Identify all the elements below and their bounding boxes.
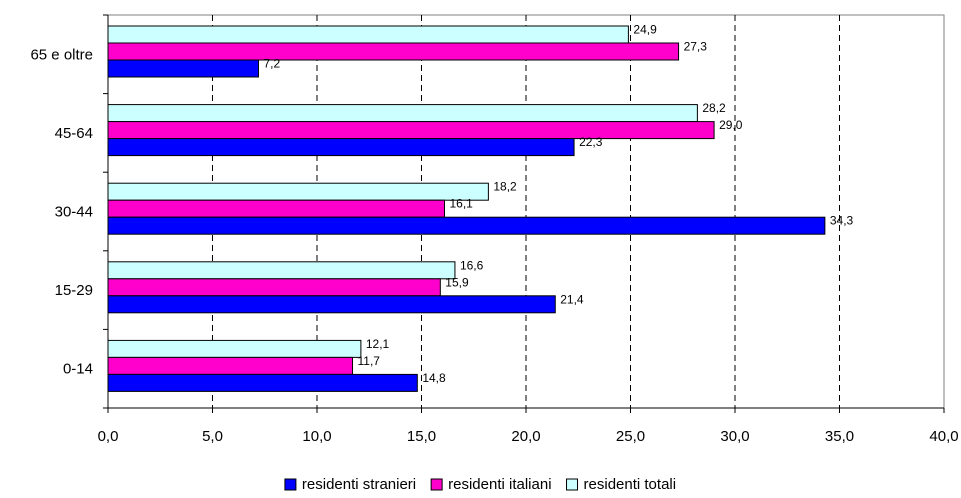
data-label: 11,7: [358, 354, 381, 368]
legend-label: residenti italiani: [448, 476, 551, 493]
x-tick-label: 0,0: [98, 428, 119, 445]
x-tick-label: 15,0: [407, 428, 436, 445]
data-label: 29,0: [719, 118, 743, 132]
bar: [107, 295, 556, 314]
bar: [107, 261, 456, 280]
data-label: 16,6: [460, 258, 484, 272]
bar: [107, 373, 418, 392]
x-tick-label: 10,0: [302, 428, 331, 445]
data-label: 15,9: [445, 275, 469, 289]
x-tick-label: 20,0: [511, 428, 540, 445]
data-label: 12,1: [366, 337, 390, 351]
bar: [107, 356, 354, 375]
legend-swatch: [430, 478, 443, 491]
data-label: 21,4: [560, 292, 584, 306]
data-label: 7,2: [263, 57, 280, 71]
data-label: 27,3: [684, 40, 708, 54]
legend: residenti stranieri residenti italiani res…: [284, 476, 677, 493]
y-tick-label: 30-44: [55, 204, 93, 221]
bar: [107, 182, 489, 201]
data-label: 24,9: [633, 23, 657, 37]
data-label: 16,1: [449, 197, 473, 211]
y-tick-label: 65 e oltre: [30, 46, 93, 63]
y-tick-label: 0-14: [63, 361, 93, 378]
bar: [107, 25, 629, 44]
bar: [107, 339, 362, 358]
bar: [107, 104, 698, 123]
x-tick-label: 40,0: [929, 428, 958, 445]
legend-swatch: [284, 478, 297, 491]
x-tick-label: 25,0: [616, 428, 645, 445]
data-label: 22,3: [579, 135, 603, 149]
bar: [107, 138, 575, 157]
bar: [107, 121, 715, 140]
bar: [107, 42, 680, 61]
bar: [107, 278, 441, 297]
data-label: 34,3: [830, 214, 854, 228]
legend-swatch: [566, 478, 579, 491]
x-tick-label: 35,0: [825, 428, 854, 445]
data-label: 18,2: [493, 180, 517, 194]
bar: [107, 216, 826, 235]
data-label: 14,8: [422, 371, 446, 385]
data-label: 28,2: [702, 101, 726, 115]
legend-label: residenti totali: [584, 476, 677, 493]
bar: [107, 59, 259, 78]
bar: [107, 199, 445, 218]
x-tick-label: 30,0: [720, 428, 749, 445]
y-tick-label: 15-29: [55, 282, 93, 299]
legend-label: residenti stranieri: [302, 476, 416, 493]
x-tick-label: 5,0: [202, 428, 223, 445]
y-tick-label: 45-64: [55, 125, 93, 142]
